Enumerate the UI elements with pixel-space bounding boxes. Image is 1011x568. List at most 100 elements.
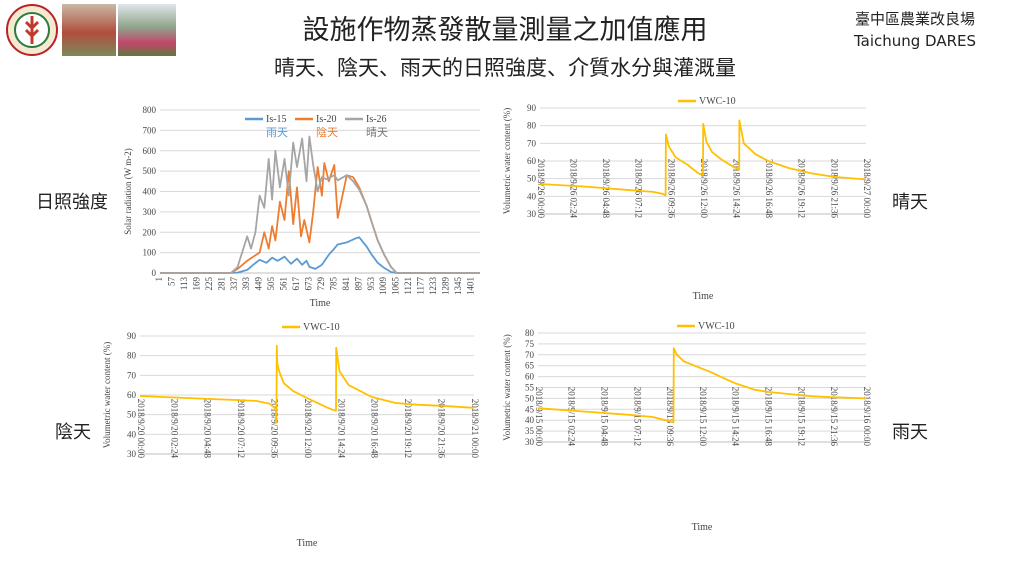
building-photo [62, 4, 116, 56]
x-tick-label: 1065 [391, 277, 401, 296]
x-tick-label: 729 [316, 277, 326, 291]
x-tick-label: 1289 [440, 277, 450, 296]
org-name-chinese: 臺中區農業改良場 [854, 10, 975, 28]
x-tick-label: 1401 [465, 277, 475, 295]
x-tick-label: 2018/9/20 12:00 [303, 399, 313, 459]
legend-label: Is-26 [366, 114, 387, 125]
x-axis-title: Time [297, 538, 318, 549]
x-tick-label: 2018/9/26 02:24 [569, 159, 579, 219]
y-tick-label: 70 [525, 350, 535, 360]
x-tick-label: 953 [366, 277, 376, 291]
x-tick-label: 2018/9/20 21:36 [437, 399, 447, 459]
x-tick-label: 2018/9/20 09:36 [270, 399, 280, 459]
page-title: 設施作物蒸發散量測量之加值應用 [302, 15, 708, 46]
organization-name: 臺中區農業改良場 Taichung DARES [830, 8, 1000, 52]
x-tick-label: 673 [303, 277, 313, 291]
x-tick-label: 2018/9/26 16:48 [764, 159, 774, 219]
x-tick-label: 57 [167, 277, 177, 287]
y-axis-title: Volumetric water content (%) [502, 334, 512, 441]
y-tick-label: 30 [127, 449, 137, 459]
x-tick-label: 2018/9/15 14:24 [731, 387, 741, 447]
y-tick-label: 35 [525, 426, 535, 436]
y-tick-label: 65 [525, 361, 535, 371]
x-axis-title: Time [692, 522, 713, 533]
y-tick-label: 30 [527, 209, 537, 219]
x-tick-label: 2018/9/15 09:36 [665, 387, 675, 447]
x-tick-label: 2018/9/15 04:48 [600, 387, 610, 447]
y-tick-label: 60 [525, 372, 535, 382]
y-axis-title: Solar radiation (W m-2) [123, 148, 133, 235]
x-tick-label: 225 [204, 277, 214, 291]
y-axis-title: Volumetric water content (%) [102, 342, 112, 449]
series-line-vwc-10 [139, 344, 475, 424]
y-tick-label: 40 [527, 191, 537, 201]
x-tick-label: 505 [266, 277, 276, 291]
y-tick-label: 45 [525, 404, 535, 414]
x-tick-label: 169 [191, 277, 201, 291]
y-tick-label: 30 [525, 437, 535, 447]
x-axis-title: Time [693, 291, 714, 302]
y-tick-label: 80 [127, 351, 137, 361]
x-tick-label: 2018/9/26 07:12 [634, 159, 644, 218]
legend-annotation: 晴天 [366, 126, 388, 139]
y-tick-label: 40 [525, 415, 535, 425]
y-axis-title: Volumetric water content (%) [502, 108, 512, 215]
y-tick-label: 800 [143, 105, 157, 115]
x-tick-label: 2018/9/21 00:00 [470, 399, 480, 459]
series-line-vwc-10 [537, 347, 867, 424]
vwc-chart-sunny: 30 40 50 60 70 80 90 2018/9/26 00:00 2018/9/26 0… [502, 96, 872, 302]
x-tick-label: 2018/9/26 14:24 [732, 159, 742, 219]
y-tick-label: 50 [527, 174, 537, 184]
y-tick-label: 80 [525, 328, 535, 338]
org-name-english: Taichung DARES [853, 32, 977, 50]
x-tick-label: 1345 [453, 277, 463, 296]
x-tick-label: 2018/9/15 02:24 [567, 387, 577, 447]
x-tick-label: 2018/9/26 09:36 [666, 159, 676, 219]
x-tick-label: 1009 [378, 277, 388, 296]
legend-label: VWC-10 [698, 321, 735, 332]
x-tick-label: 113 [179, 277, 189, 291]
y-tick-label: 90 [527, 103, 537, 113]
x-tick-label: 2018/9/26 00:00 [536, 159, 546, 219]
legend-label: VWC-10 [303, 322, 340, 333]
y-tick-label: 70 [527, 138, 537, 148]
x-tick-label: 2018/9/20 19:12 [403, 399, 413, 458]
x-tick-label: 2018/9/15 19:12 [796, 387, 806, 446]
legend-label: Is-20 [316, 114, 337, 125]
x-tick-label: 2018/9/15 00:00 [534, 387, 544, 447]
y-tick-label: 75 [525, 339, 535, 349]
greenhouse-photo [118, 4, 176, 56]
y-tick-label: 0 [152, 268, 157, 278]
y-tick-label: 50 [525, 393, 535, 403]
label-cloudy: 陰天 [55, 422, 91, 443]
label-rainy: 雨天 [892, 422, 928, 443]
x-tick-label: 785 [328, 277, 338, 291]
x-tick-label: 337 [229, 277, 239, 291]
x-tick-label: 2018/9/20 04:48 [203, 399, 213, 459]
series-line-is-20 [160, 162, 480, 274]
y-tick-label: 40 [127, 429, 137, 439]
dares-logo [6, 4, 58, 56]
y-tick-label: 55 [525, 383, 535, 393]
y-tick-label: 80 [527, 121, 537, 131]
legend-annotation: 雨天 [266, 127, 288, 139]
x-tick-label: 1233 [428, 277, 438, 296]
x-tick-label: 2018/9/15 16:48 [764, 387, 774, 447]
x-tick-label: 2018/9/20 02:24 [169, 399, 179, 459]
y-tick-label: 600 [143, 146, 157, 156]
x-tick-label: 1 [154, 277, 164, 282]
x-tick-label: 449 [254, 277, 264, 291]
series-line-vwc-10 [539, 119, 867, 197]
x-tick-label: 897 [353, 277, 363, 291]
x-tick-label: 841 [341, 277, 351, 291]
page-subtitle: 晴天、陰天、雨天的日照強度、介質水分與灌溉量 [274, 56, 736, 80]
x-tick-label: 2018/9/15 21:36 [829, 387, 839, 447]
y-tick-label: 200 [143, 227, 157, 237]
series-line-is-15 [160, 236, 480, 274]
y-tick-label: 400 [143, 187, 157, 197]
x-tick-label: 2018/9/15 12:00 [698, 387, 708, 447]
x-tick-label: 1121 [403, 277, 413, 295]
y-tick-label: 90 [127, 331, 137, 341]
x-tick-label: 1177 [416, 277, 426, 295]
